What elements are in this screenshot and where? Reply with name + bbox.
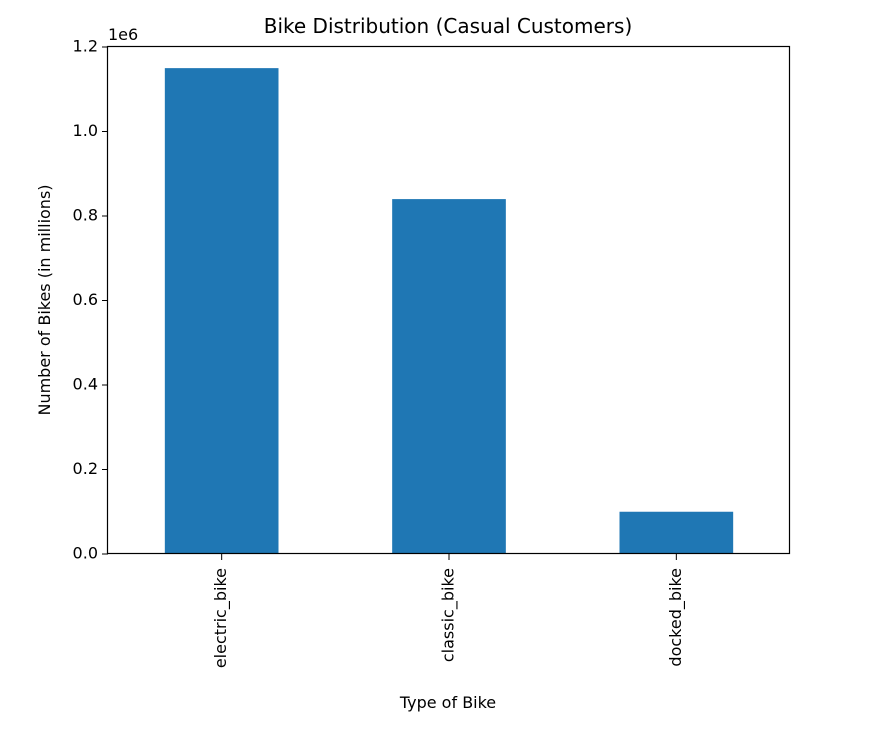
y-tick-label: 0.0 <box>73 544 98 563</box>
bar-classic_bike <box>392 199 506 554</box>
y-tick-label: 1.0 <box>73 121 98 140</box>
bar-docked_bike <box>619 511 734 554</box>
y-axis-offset-label: 1e6 <box>108 25 138 44</box>
x-tick-label: docked_bike <box>666 568 686 667</box>
bars-layer <box>164 68 734 555</box>
x-tick-label: electric_bike <box>211 568 231 668</box>
y-tick-label: 0.6 <box>73 290 98 309</box>
plot-area-frame <box>106 45 791 555</box>
y-axis-label: Number of Bikes (in millions) <box>35 184 54 415</box>
y-tick-label: 0.4 <box>73 375 98 394</box>
x-tick-label: classic_bike <box>439 568 459 662</box>
x-axis-label: Type of Bike <box>399 693 496 712</box>
ticks-layer: electric_bike classic_bike docked_bike 0.0 0… <box>73 37 686 669</box>
y-tick-label: 0.2 <box>73 459 98 478</box>
y-tick-label: 0.8 <box>73 206 98 225</box>
bar-electric_bike <box>164 68 279 555</box>
y-tick-label: 1.2 <box>73 37 98 56</box>
chart-title: Bike Distribution (Casual Customers) <box>264 14 633 38</box>
